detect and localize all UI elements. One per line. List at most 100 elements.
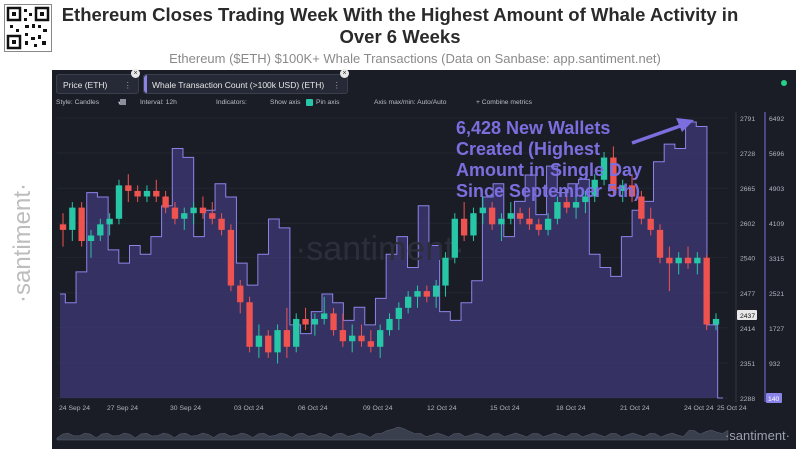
price-tick-label: 2414	[740, 326, 755, 333]
candle-body	[479, 207, 486, 214]
color-square-icon[interactable]: ▾	[118, 99, 126, 107]
x-tick-label: 24 Sep 24	[59, 405, 90, 412]
candle-body	[591, 179, 598, 197]
indicators-button[interactable]: Indicators:	[216, 99, 247, 106]
price-tick-label: 2791	[740, 116, 755, 123]
candle-body	[209, 213, 216, 219]
whale-current-badge	[766, 393, 782, 403]
candle-body	[134, 190, 141, 197]
candle-body	[488, 207, 496, 225]
annotation-line: Created (Highest	[456, 139, 600, 159]
annotation-line: Amount in Single Day	[456, 160, 642, 180]
candle-body	[358, 335, 365, 342]
price-candles	[59, 146, 720, 364]
candle-body	[97, 224, 104, 236]
pin-axis-label: Pin axis	[316, 99, 340, 106]
candle-body	[666, 257, 673, 264]
x-tick-label: 06 Oct 24	[298, 405, 328, 412]
interval-select[interactable]: Interval: 12h	[140, 99, 177, 106]
price-tick-label: 2477	[740, 291, 755, 298]
candle-body	[386, 318, 393, 331]
tab-whale-menu-icon[interactable]: ⋮	[332, 80, 342, 90]
candle-body	[69, 207, 76, 230]
candle-body	[302, 318, 309, 325]
annotation-arrow-head	[676, 118, 694, 132]
candle-body	[647, 218, 654, 230]
candle-body	[582, 196, 589, 203]
candle-body	[619, 185, 626, 191]
candle-body	[87, 235, 95, 242]
center-watermark: ·santiment·	[295, 230, 465, 268]
candle-body	[554, 202, 561, 219]
tab-whale-label: Whale Transaction Count (>100k USD) (ETH…	[152, 80, 325, 90]
x-tick-label: 30 Sep 24	[170, 405, 201, 412]
candle-body	[694, 257, 701, 264]
whale-current-label: 140	[768, 396, 780, 403]
show-axis-toggle[interactable]: Show axis	[270, 99, 301, 106]
logo-watermark: ·santiment·	[725, 428, 790, 443]
whale-tick-label: 4109	[769, 221, 784, 228]
candle-body	[432, 285, 440, 297]
candle-body	[516, 213, 524, 219]
volume-area	[56, 426, 729, 441]
candle-body	[171, 207, 179, 219]
x-tick-label: 21 Oct 24	[620, 405, 650, 412]
candle-body	[311, 318, 319, 325]
x-tick-label: 18 Oct 24	[556, 405, 586, 412]
candle-body	[442, 257, 449, 286]
candle-body	[376, 330, 384, 347]
tab-whale-color-stripe	[144, 75, 147, 93]
whale-tick-label: 932	[769, 361, 781, 368]
candle-body	[367, 341, 375, 347]
price-axis: 2791 2728 2665 2602 2540 2477 2414 2351 2288 2437	[735, 112, 757, 403]
axis-max-min-select[interactable]: Axis max/min: Auto/Auto	[374, 99, 447, 106]
candle-body	[153, 190, 160, 197]
candle-body	[703, 257, 710, 325]
candle-body	[199, 207, 207, 214]
candle-body	[470, 213, 477, 236]
combine-metrics-button[interactable]: + Combine metrics	[476, 99, 532, 106]
candle-body	[274, 330, 281, 353]
price-tick-label: 2351	[740, 361, 755, 368]
whale-tick-label: 2521	[769, 291, 784, 298]
candle-body	[572, 202, 580, 208]
candle-body	[162, 196, 169, 208]
page-title: Ethereum Closes Trading Week With the Hi…	[61, 4, 739, 47]
candle-body	[638, 196, 645, 219]
candle-body	[600, 157, 608, 180]
x-tick-label: 03 Oct 24	[234, 405, 264, 412]
candle-body	[246, 302, 253, 347]
tab-price-menu-icon[interactable]: ⋮	[123, 80, 133, 90]
annotation-line: 6,428 New Wallets	[456, 118, 610, 138]
candle-body	[628, 185, 636, 197]
candle-body	[507, 213, 514, 219]
candle-body	[218, 218, 225, 230]
tab-price-close-icon[interactable]: ×	[131, 69, 140, 78]
x-tick-label: 24 Oct 24	[684, 405, 714, 412]
whale-tick-label: 6492	[769, 116, 784, 123]
price-tick-label: 2540	[740, 256, 755, 263]
candle-body	[712, 318, 720, 325]
price-tick-label: 2602	[740, 221, 755, 228]
x-tick-label: 25 Oct 24	[717, 405, 747, 412]
tab-whale-close-icon[interactable]: ×	[340, 69, 349, 78]
candle-body	[283, 330, 291, 347]
candle-body	[349, 335, 356, 342]
candle-body	[181, 213, 188, 219]
x-tick-label: 15 Oct 24	[490, 405, 520, 412]
live-status-icon	[781, 80, 787, 86]
candle-body	[237, 285, 244, 303]
price-tick-label: 2728	[740, 151, 755, 158]
price-tick-label: 2288	[740, 396, 755, 403]
candle-body	[265, 335, 272, 353]
side-watermark: ·santiment·	[9, 183, 36, 303]
candle-body	[563, 202, 570, 208]
style-select[interactable]: Style: Candles	[56, 99, 100, 106]
whale-axis: 6492569649034109331525211727932140140	[764, 112, 784, 403]
tab-price[interactable]: Price (ETH) ⋮ ×	[56, 69, 140, 94]
annotation-line: Since September 5th)	[456, 181, 640, 201]
candle-body	[321, 313, 328, 319]
tab-whale[interactable]: Whale Transaction Count (>100k USD) (ETH…	[143, 69, 349, 94]
